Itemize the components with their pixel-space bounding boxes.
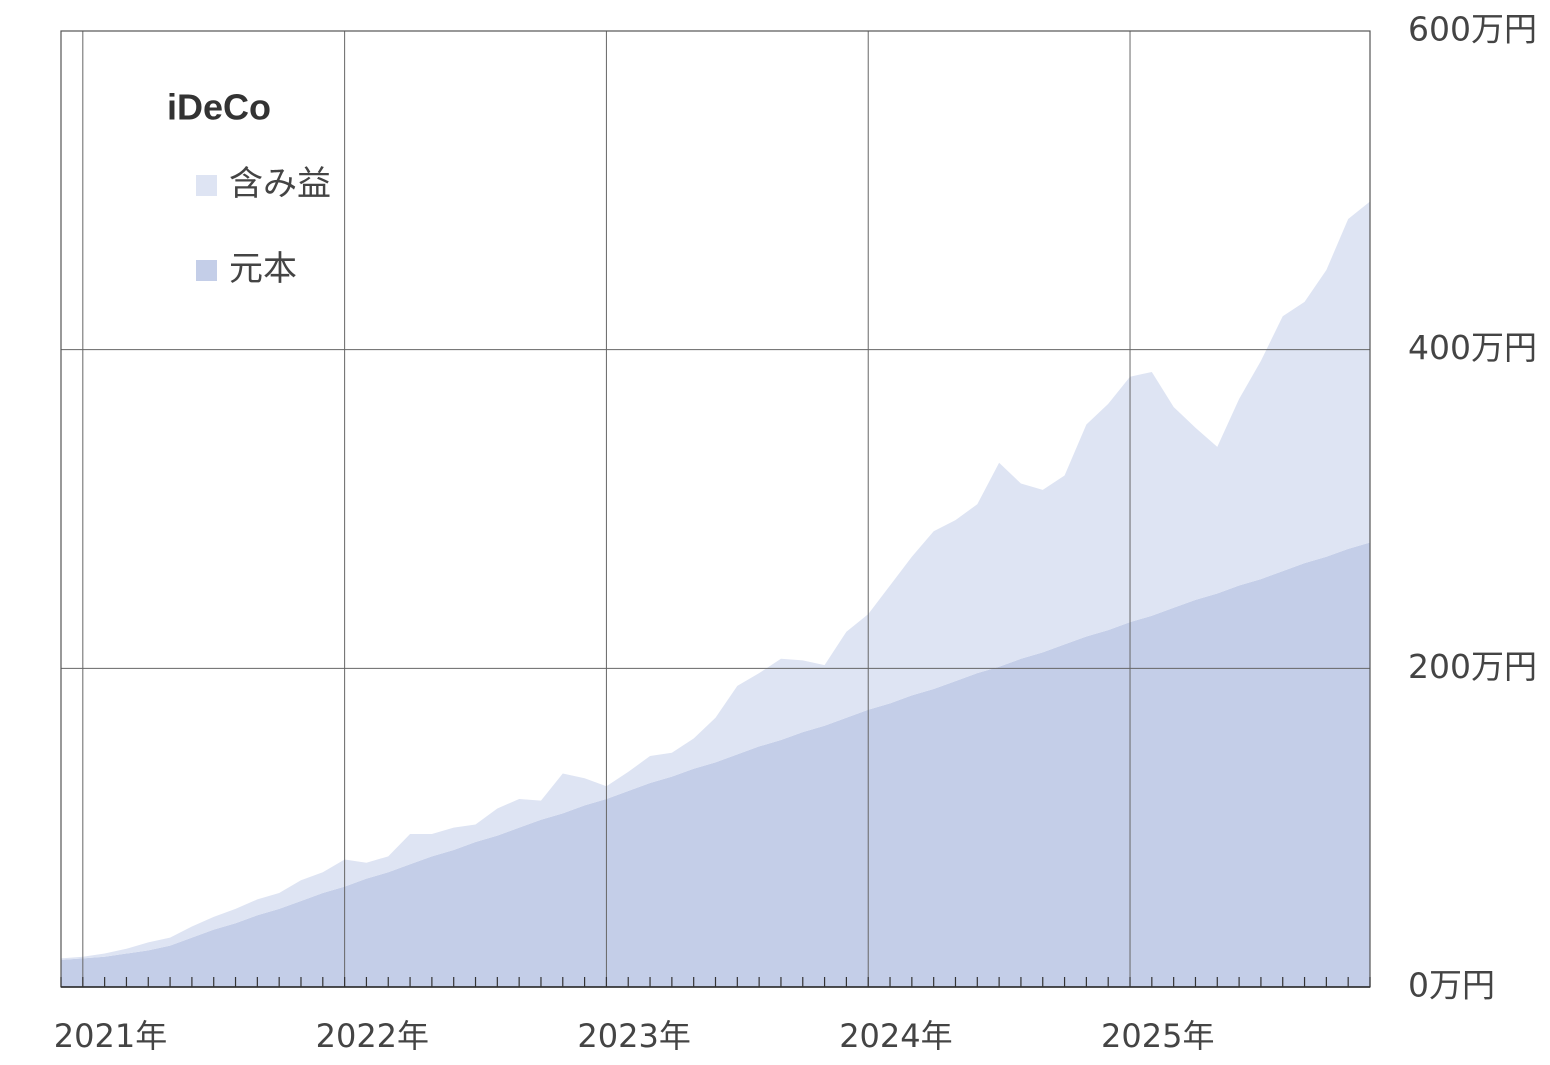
area-principal bbox=[61, 542, 1370, 987]
area-series-layer bbox=[61, 201, 1370, 987]
legend-swatch-unrealized-gain bbox=[196, 175, 217, 196]
legend-swatch-principal bbox=[196, 260, 217, 281]
x-tick-label: 2021年 bbox=[54, 1017, 167, 1055]
legend: iDeCo 含み益 元本 bbox=[167, 87, 331, 290]
y-tick-label: 0万円 bbox=[1408, 966, 1495, 1005]
y-tick-label: 400万円 bbox=[1408, 328, 1537, 367]
legend-label-principal: 元本 bbox=[229, 249, 297, 289]
area-unrealized-gain bbox=[61, 201, 1370, 960]
x-tick-label: 2023年 bbox=[577, 1017, 690, 1055]
x-axis-tick-labels: 2021年 2022年 2023年 2024年 2025年 bbox=[54, 1017, 1215, 1055]
x-tick-label: 2025年 bbox=[1101, 1017, 1214, 1055]
x-tick-label: 2024年 bbox=[839, 1017, 952, 1055]
y-axis-tick-labels: 0万円 200万円 400万円 600万円 bbox=[1408, 10, 1537, 1005]
y-tick-label: 200万円 bbox=[1408, 647, 1537, 686]
x-minor-ticks bbox=[60, 977, 1371, 987]
y-tick-label: 600万円 bbox=[1408, 10, 1537, 49]
legend-label-unrealized-gain: 含み益 bbox=[229, 164, 331, 204]
x-tick-label: 2022年 bbox=[316, 1017, 429, 1055]
legend-title: iDeCo bbox=[167, 87, 271, 128]
